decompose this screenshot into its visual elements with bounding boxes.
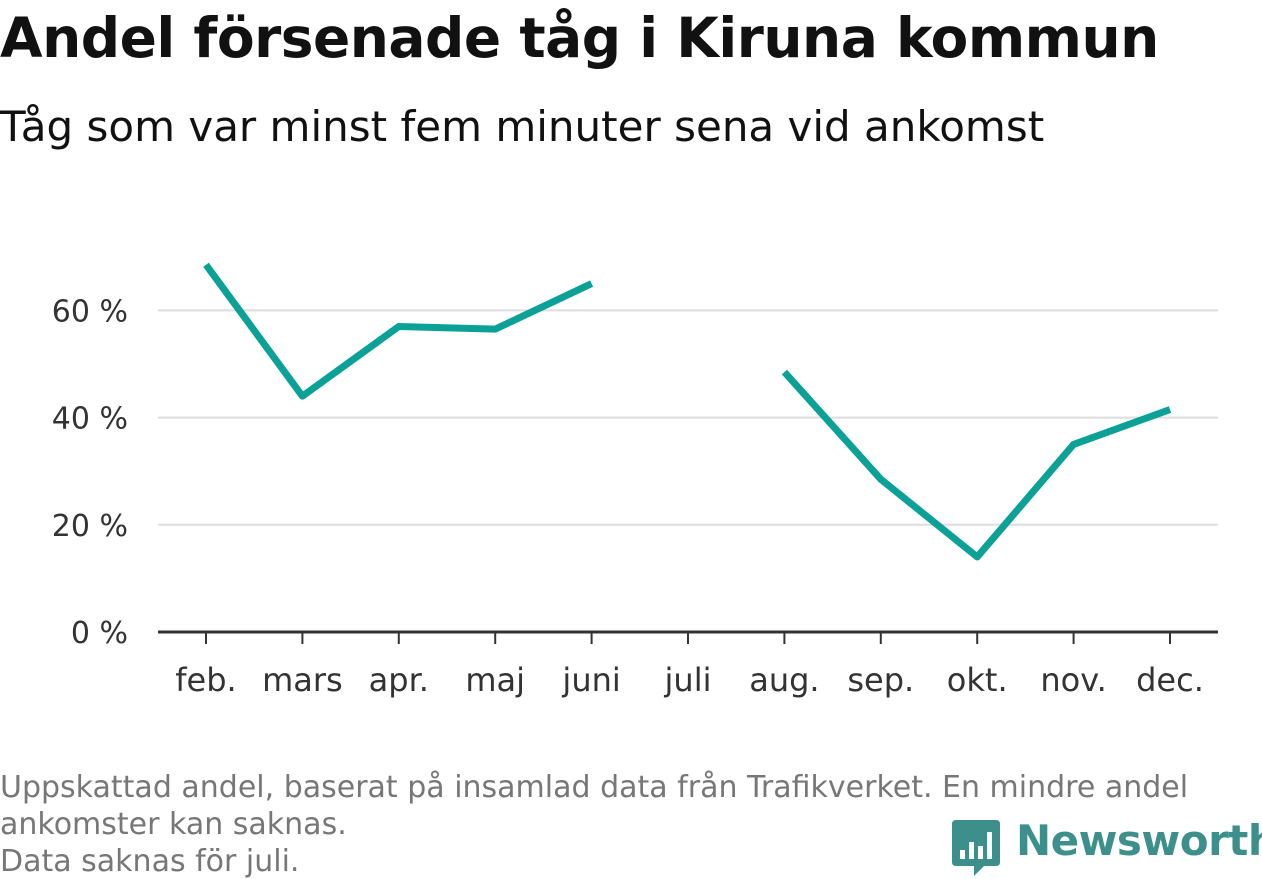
y-tick-label: 60 %	[52, 294, 128, 329]
newsworthy-logo-icon	[952, 820, 1000, 876]
x-tick-label: okt.	[947, 661, 1008, 699]
y-tick-label: 0 %	[71, 616, 128, 651]
x-axis	[158, 630, 1218, 644]
series-line-segment	[781, 369, 1172, 561]
x-axis-tick-labels: feb. mars apr. maj juni juli aug. sep. okt. nov. d…	[175, 661, 1204, 699]
footnote-line-3: Data saknas för juli.	[0, 844, 300, 879]
chart-title: Andel försenade tåg i Kiruna kommun	[0, 6, 1159, 70]
series-line-segment	[203, 262, 594, 400]
grid-lines	[158, 309, 1218, 526]
y-axis-tick-labels: 0 % 20 % 40 % 60 %	[52, 294, 128, 651]
footnote-line-1: Uppskattad andel, baserat på insamlad da…	[0, 770, 1189, 805]
footnote-line-2: ankomster kan saknas.	[0, 807, 347, 842]
y-tick-label: 20 %	[52, 509, 128, 544]
series-lines	[203, 262, 1172, 561]
x-tick-label: maj	[465, 661, 525, 699]
line-chart: 0 % 20 % 40 % 60 % feb. mars apr. maj juni juli a…	[52, 262, 1218, 699]
x-tick-label: nov.	[1040, 661, 1106, 699]
x-tick-label: juni	[561, 661, 620, 699]
x-tick-label: juli	[664, 661, 712, 699]
x-tick-label: dec.	[1136, 661, 1204, 699]
newsworthy-logo[interactable]: Newsworthy	[950, 818, 1262, 878]
y-tick-label: 40 %	[52, 402, 128, 437]
chart-subtitle: Tåg som var minst fem minuter sena vid a…	[0, 102, 1045, 151]
x-tick-label: apr.	[369, 661, 429, 699]
x-tick-label: mars	[262, 661, 343, 699]
x-tick-label: feb.	[175, 661, 236, 699]
newsworthy-logo-text: Newsworthy	[1016, 816, 1262, 865]
x-tick-label: sep.	[847, 661, 914, 699]
x-tick-label: aug.	[749, 661, 819, 699]
